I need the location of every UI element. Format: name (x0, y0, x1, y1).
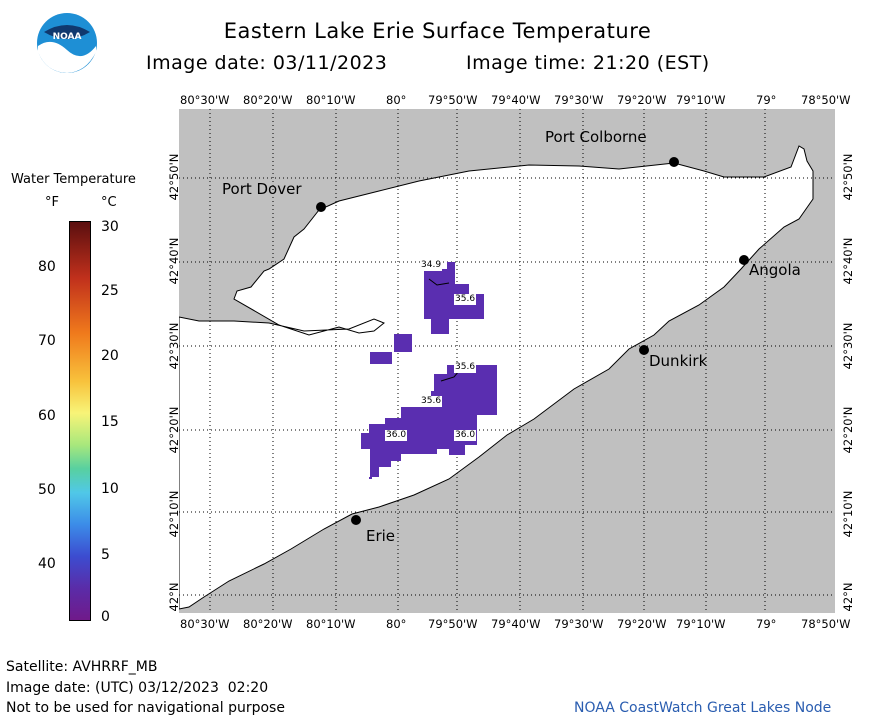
lon-tick-bottom: 80°20'W (243, 617, 293, 631)
lon-tick-top: 80° (386, 93, 407, 107)
lon-tick-top: 79°20'W (617, 93, 667, 107)
lon-tick-bottom: 80°30'W (180, 617, 230, 631)
lon-tick-top: 80°10'W (306, 93, 356, 107)
lon-tick-top: 78°50'W (801, 93, 851, 107)
isotherm-label: 35.6 (420, 396, 443, 407)
legend-c-label: 15 (101, 414, 119, 430)
lon-tick-top: 79°30'W (554, 93, 604, 107)
lon-tick-top: 79°50'W (428, 93, 478, 107)
city-label-dunkirk: Dunkirk (649, 352, 708, 370)
cold-patch-small-2 (370, 352, 392, 364)
footer-satellite: Satellite: AVHRRF_MB (6, 659, 158, 675)
legend-c-label: 30 (101, 219, 119, 235)
lon-tick-bottom: 79°50'W (428, 617, 478, 631)
lat-tick-right: 42°N (841, 582, 855, 612)
city-label-angola: Angola (749, 261, 801, 279)
lat-tick-right: 42°30'N (841, 322, 855, 370)
legend-title: Water Temperature (11, 172, 136, 187)
legend-f-label: 40 (38, 556, 56, 572)
isotherm-label: 34.9 (420, 260, 443, 271)
lake-map (179, 109, 835, 613)
legend-f-label: 80 (38, 259, 56, 275)
lat-tick-right: 42°20'N (841, 406, 855, 454)
legend-f-label: 50 (38, 482, 56, 498)
lon-tick-bottom: 80°10'W (306, 617, 356, 631)
noaa-logo-graphic (37, 13, 97, 73)
lon-tick-top: 80°20'W (243, 93, 293, 107)
isotherm-label: 36.0 (454, 430, 477, 441)
legend-c-label: 0 (101, 609, 110, 625)
graticule (179, 109, 835, 613)
footer-disclaimer: Not to be used for navigational purpose (6, 700, 285, 716)
lat-tick-right: 42°40'N (841, 237, 855, 285)
legend-unit-c: °C (101, 195, 117, 210)
legend-colorbar (69, 221, 91, 621)
city-marker-angola (739, 255, 749, 265)
noaa-logo-text: NOAA (52, 32, 82, 42)
city-label-port-dover: Port Dover (222, 180, 302, 198)
legend-c-label: 10 (101, 481, 119, 497)
isotherm-lines (428, 278, 460, 382)
lon-tick-bottom: 79°30'W (554, 617, 604, 631)
cold-patch-small-1 (394, 334, 412, 352)
city-marker-erie (351, 515, 361, 525)
footer-credit: NOAA CoastWatch Great Lakes Node (574, 700, 832, 716)
lon-tick-top: 80°30'W (180, 93, 230, 107)
legend-f-label: 60 (38, 408, 56, 424)
legend-c-label: 20 (101, 348, 119, 364)
city-label-erie: Erie (366, 527, 396, 545)
lon-tick-bottom: 79°10'W (676, 617, 726, 631)
city-label-port-colborne: Port Colborne (545, 128, 647, 146)
lon-tick-top: 79°40'W (491, 93, 541, 107)
page-title: Eastern Lake Erie Surface Temperature (223, 19, 652, 43)
legend-unit-f: °F (45, 195, 59, 210)
lon-tick-top: 79°10'W (676, 93, 726, 107)
lat-tick-right: 42°10'N (841, 490, 855, 538)
isotherm-label: 36.0 (385, 430, 408, 441)
lon-tick-bottom: 79°20'W (617, 617, 667, 631)
lon-tick-bottom: 79° (756, 617, 777, 631)
legend-f-label: 70 (38, 333, 56, 349)
lon-tick-bottom: 78°50'W (801, 617, 851, 631)
lon-tick-bottom: 79°40'W (491, 617, 541, 631)
city-marker-port-dover (316, 202, 326, 212)
cold-patch-south (361, 365, 497, 479)
legend-c-label: 5 (101, 547, 110, 563)
isotherm-label: 35.6 (454, 362, 477, 373)
image-time: Image time: 21:20 (EST) (466, 52, 710, 74)
image-date: Image date: 03/11/2023 (146, 52, 388, 74)
isotherm-label: 35.6 (454, 294, 477, 305)
legend-c-label: 25 (101, 283, 119, 299)
city-marker-dunkirk (639, 345, 649, 355)
lon-tick-top: 79° (756, 93, 777, 107)
footer-utc-date: Image date: (UTC) 03/12/2023 02:20 (6, 680, 269, 696)
lon-tick-bottom: 80° (386, 617, 407, 631)
city-marker-port-colborne (669, 157, 679, 167)
noaa-logo: NOAA (36, 12, 98, 74)
lat-tick-right: 42°50'N (841, 153, 855, 201)
